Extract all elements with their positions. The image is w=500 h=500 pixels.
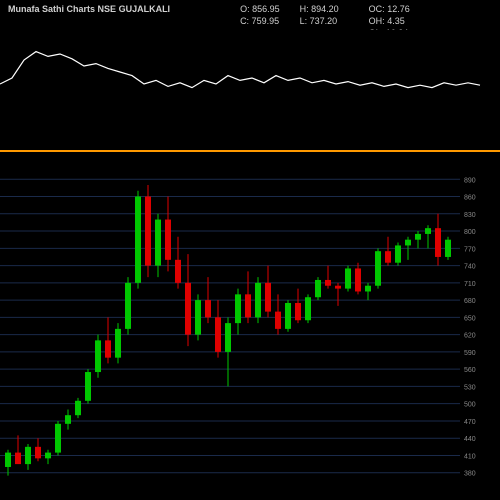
title-prefix: Munafa Sathi Charts bbox=[8, 4, 95, 14]
svg-text:560: 560 bbox=[464, 367, 476, 374]
lower-candlestick-chart: 380 410 440 470 500 530 560 590 620 650 680 710 740 7… bbox=[0, 152, 500, 500]
ohlc-close: C: 759.95 bbox=[240, 16, 280, 26]
svg-text:500: 500 bbox=[464, 402, 476, 409]
svg-text:800: 800 bbox=[464, 229, 476, 236]
svg-text:470: 470 bbox=[464, 419, 476, 426]
upper-line-chart bbox=[0, 30, 500, 150]
svg-text:380: 380 bbox=[464, 471, 476, 478]
svg-text:440: 440 bbox=[464, 436, 476, 443]
svg-text:740: 740 bbox=[464, 264, 476, 271]
svg-text:620: 620 bbox=[464, 333, 476, 340]
chart-title: Munafa Sathi Charts NSE GUJALKALI bbox=[8, 4, 170, 14]
title-symbol: GUJALKALI bbox=[119, 4, 171, 14]
title-exchange: NSE bbox=[98, 4, 117, 14]
svg-text:860: 860 bbox=[464, 195, 476, 202]
svg-text:770: 770 bbox=[464, 246, 476, 253]
svg-text:590: 590 bbox=[464, 350, 476, 357]
svg-text:890: 890 bbox=[464, 177, 476, 184]
ratio-oc: OC: 12.76 bbox=[369, 4, 410, 14]
ohlc-high: H: 894.20 bbox=[300, 4, 339, 14]
ohlc-open: O: 856.95 bbox=[240, 4, 280, 14]
svg-text:710: 710 bbox=[464, 281, 476, 288]
svg-text:530: 530 bbox=[464, 384, 476, 391]
svg-text:830: 830 bbox=[464, 212, 476, 219]
svg-text:680: 680 bbox=[464, 298, 476, 305]
chart-container: Munafa Sathi Charts NSE GUJALKALI O: 856… bbox=[0, 0, 500, 500]
ratio-oh: OH: 4.35 bbox=[369, 16, 410, 26]
svg-text:410: 410 bbox=[464, 453, 476, 460]
chart-header: Munafa Sathi Charts NSE GUJALKALI O: 856… bbox=[0, 0, 500, 30]
ohlc-block: O: 856.95 H: 894.20 C: 759.95 L: 737.20 bbox=[240, 4, 339, 26]
ohlc-low: L: 737.20 bbox=[300, 16, 339, 26]
svg-text:650: 650 bbox=[464, 315, 476, 322]
